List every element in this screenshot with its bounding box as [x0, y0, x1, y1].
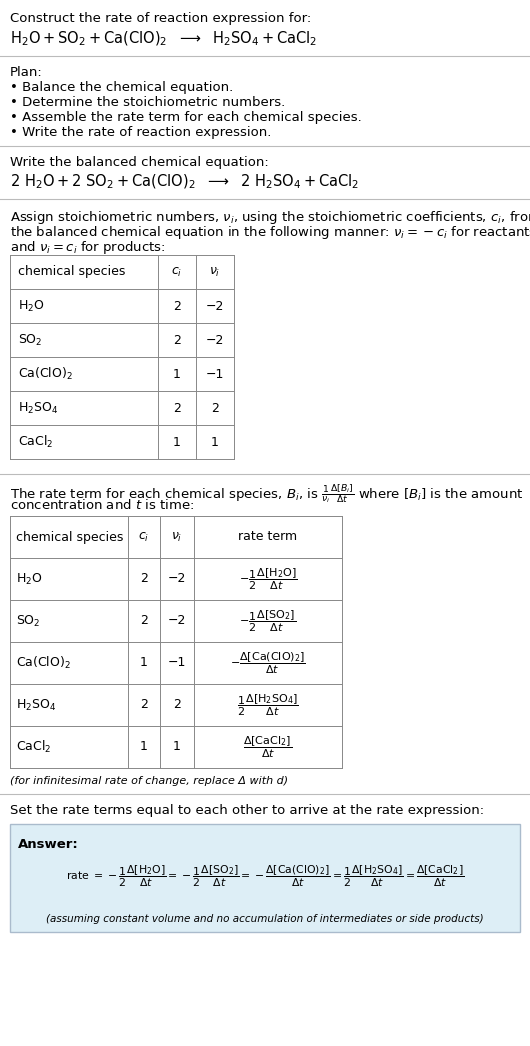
Text: 2: 2 — [173, 334, 181, 346]
Text: $-\dfrac{\Delta[\mathrm{Ca(ClO)_2}]}{\Delta t}$: $-\dfrac{\Delta[\mathrm{Ca(ClO)_2}]}{\De… — [230, 651, 306, 676]
Text: $c_i$: $c_i$ — [171, 266, 183, 278]
Text: The rate term for each chemical species, $B_i$, is $\frac{1}{\nu_i}\frac{\Delta[: The rate term for each chemical species,… — [10, 482, 524, 505]
Text: Answer:: Answer: — [18, 838, 79, 851]
Text: −2: −2 — [168, 572, 186, 586]
Text: and $\nu_i = c_i$ for products:: and $\nu_i = c_i$ for products: — [10, 238, 165, 256]
Text: −2: −2 — [168, 614, 186, 628]
Text: $-\dfrac{1}{2}\dfrac{\Delta[\mathrm{SO_2}]}{\Delta t}$: $-\dfrac{1}{2}\dfrac{\Delta[\mathrm{SO_2… — [240, 609, 297, 634]
Text: $c_i$: $c_i$ — [138, 530, 149, 544]
Bar — [10, 824, 520, 932]
Text: (for infinitesimal rate of change, replace Δ with d): (for infinitesimal rate of change, repla… — [10, 776, 288, 786]
Text: $\dfrac{1}{2}\dfrac{\Delta[\mathrm{H_2SO_4}]}{\Delta t}$: $\dfrac{1}{2}\dfrac{\Delta[\mathrm{H_2SO… — [237, 692, 299, 718]
Text: Assign stoichiometric numbers, $\nu_i$, using the stoichiometric coefficients, $: Assign stoichiometric numbers, $\nu_i$, … — [10, 209, 530, 226]
Text: 2: 2 — [140, 572, 148, 586]
Text: Write the balanced chemical equation:: Write the balanced chemical equation: — [10, 156, 269, 169]
Text: 2: 2 — [211, 402, 219, 414]
Text: $\nu_i$: $\nu_i$ — [171, 530, 183, 544]
Text: Set the rate terms equal to each other to arrive at the rate expression:: Set the rate terms equal to each other t… — [10, 804, 484, 817]
Text: Plan:: Plan: — [10, 66, 43, 79]
Text: 1: 1 — [140, 657, 148, 669]
Text: • Balance the chemical equation.: • Balance the chemical equation. — [10, 81, 233, 94]
Text: concentration and $t$ is time:: concentration and $t$ is time: — [10, 498, 194, 511]
Text: $\mathrm{H_2O + SO_2 + Ca(ClO)_2}$  $\longrightarrow$  $\mathrm{H_2SO_4 + CaCl_2: $\mathrm{H_2O + SO_2 + Ca(ClO)_2}$ $\lon… — [10, 30, 317, 48]
Text: chemical species: chemical species — [18, 266, 126, 278]
Text: Construct the rate of reaction expression for:: Construct the rate of reaction expressio… — [10, 12, 311, 25]
Text: $\mathrm{Ca(ClO)_2}$: $\mathrm{Ca(ClO)_2}$ — [16, 655, 71, 672]
Text: • Write the rate of reaction expression.: • Write the rate of reaction expression. — [10, 126, 271, 139]
Text: 2: 2 — [173, 402, 181, 414]
Text: • Determine the stoichiometric numbers.: • Determine the stoichiometric numbers. — [10, 96, 285, 109]
Text: −1: −1 — [168, 657, 186, 669]
Text: −2: −2 — [206, 299, 224, 313]
Text: $\mathrm{H_2SO_4}$: $\mathrm{H_2SO_4}$ — [16, 698, 56, 712]
Text: 2: 2 — [173, 299, 181, 313]
Text: 1: 1 — [211, 435, 219, 449]
Text: −2: −2 — [206, 334, 224, 346]
Text: 2: 2 — [173, 699, 181, 711]
Text: rate $= -\dfrac{1}{2}\dfrac{\Delta[\mathrm{H_2O}]}{\Delta t}= -\dfrac{1}{2}\dfra: rate $= -\dfrac{1}{2}\dfrac{\Delta[\math… — [66, 863, 464, 889]
Text: −1: −1 — [206, 367, 224, 381]
Text: $\mathrm{H_2O}$: $\mathrm{H_2O}$ — [16, 571, 42, 587]
Text: $\mathrm{CaCl_2}$: $\mathrm{CaCl_2}$ — [18, 434, 54, 450]
Text: $\mathrm{H_2SO_4}$: $\mathrm{H_2SO_4}$ — [18, 401, 58, 415]
Text: $\nu_i$: $\nu_i$ — [209, 266, 220, 278]
Text: rate term: rate term — [238, 530, 297, 544]
Text: $\mathrm{SO_2}$: $\mathrm{SO_2}$ — [16, 613, 40, 629]
Text: $\mathrm{CaCl_2}$: $\mathrm{CaCl_2}$ — [16, 738, 51, 755]
Text: $\mathrm{2\ H_2O + 2\ SO_2 + Ca(ClO)_2}$  $\longrightarrow$  $\mathrm{2\ H_2SO_4: $\mathrm{2\ H_2O + 2\ SO_2 + Ca(ClO)_2}$… — [10, 173, 359, 191]
Text: $-\dfrac{1}{2}\dfrac{\Delta[\mathrm{H_2O}]}{\Delta t}$: $-\dfrac{1}{2}\dfrac{\Delta[\mathrm{H_2O… — [238, 566, 297, 592]
Text: the balanced chemical equation in the following manner: $\nu_i = -c_i$ for react: the balanced chemical equation in the fo… — [10, 224, 530, 241]
Text: chemical species: chemical species — [16, 530, 123, 544]
Text: (assuming constant volume and no accumulation of intermediates or side products): (assuming constant volume and no accumul… — [46, 914, 484, 924]
Text: 1: 1 — [173, 435, 181, 449]
Text: $\mathrm{H_2O}$: $\mathrm{H_2O}$ — [18, 298, 45, 314]
Text: 1: 1 — [140, 741, 148, 753]
Text: 2: 2 — [140, 614, 148, 628]
Text: 1: 1 — [173, 367, 181, 381]
Text: $\dfrac{\Delta[\mathrm{CaCl_2}]}{\Delta t}$: $\dfrac{\Delta[\mathrm{CaCl_2}]}{\Delta … — [243, 734, 293, 759]
Text: 1: 1 — [173, 741, 181, 753]
Text: 2: 2 — [140, 699, 148, 711]
Text: • Assemble the rate term for each chemical species.: • Assemble the rate term for each chemic… — [10, 111, 362, 124]
Text: $\mathrm{Ca(ClO)_2}$: $\mathrm{Ca(ClO)_2}$ — [18, 366, 73, 382]
Text: $\mathrm{SO_2}$: $\mathrm{SO_2}$ — [18, 333, 42, 347]
